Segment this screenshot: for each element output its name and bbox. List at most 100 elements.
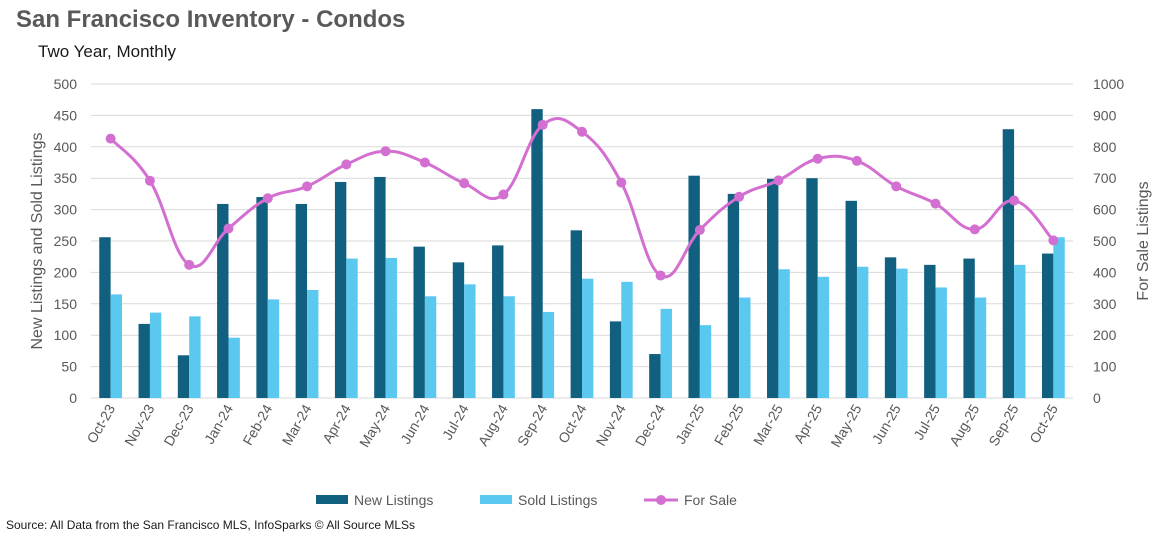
left-tick-label: 50 — [61, 359, 77, 375]
legend-marker-for-sale — [656, 495, 666, 505]
x-tick-label: Nov-24 — [592, 401, 629, 448]
x-axis-ticks: Oct-23 Nov-23 Dec-23 Jan-24 Feb-24 Mar-24 Apr-… — [83, 401, 1061, 450]
legend: New Listings Sold Listings For Sale — [316, 492, 737, 508]
for-sale-point — [1048, 235, 1059, 246]
bar-new-listings — [374, 176, 386, 398]
left-tick-label: 400 — [54, 139, 78, 155]
bar-sold-listings — [1014, 264, 1026, 398]
bar-sold-listings — [424, 296, 437, 398]
bar-sold-listings — [307, 289, 319, 398]
x-tick-label: Jan-24 — [201, 401, 236, 446]
bar-sold-listings — [739, 297, 751, 398]
x-tick-label: Aug-24 — [475, 401, 512, 448]
bar-new-listings — [217, 203, 229, 398]
for-sale-line — [105, 116, 1059, 281]
bar-new-listings — [963, 258, 975, 398]
x-tick-label: Oct-24 — [555, 401, 590, 446]
x-tick-label: Jul-24 — [439, 401, 472, 442]
left-tick-label: 450 — [54, 107, 78, 123]
left-tick-label: 500 — [54, 76, 78, 92]
right-tick-label: 0 — [1093, 390, 1101, 406]
right-tick-label: 900 — [1093, 107, 1117, 123]
left-tick-label: 0 — [69, 390, 77, 406]
bar-sold-listings — [817, 276, 830, 398]
bar-new-listings — [413, 246, 425, 398]
source-note: Source: All Data from the San Francisco … — [6, 518, 416, 532]
chart-title: San Francisco Inventory - Condos — [16, 6, 406, 33]
bar-new-listings — [806, 178, 818, 398]
right-axis-ticks: 0 100 200 300 400 500 600 700 800 900 1000 — [1093, 76, 1124, 406]
legend-swatch-sold-listings — [480, 495, 512, 504]
bar-new-listings — [924, 264, 936, 398]
x-tick-label: Feb-24 — [239, 401, 275, 448]
for-sale-point — [577, 126, 587, 137]
for-sale-point — [223, 223, 234, 234]
for-sale-point — [341, 159, 352, 170]
x-tick-label: Mar-24 — [279, 401, 315, 448]
left-tick-label: 200 — [54, 264, 78, 280]
bar-sold-listings — [660, 308, 672, 398]
legend-swatch-new-listings — [316, 495, 348, 504]
bar-sold-listings — [228, 337, 240, 398]
bar-sold-listings — [896, 268, 908, 398]
bar-sold-listings — [346, 258, 358, 398]
bar-new-listings — [138, 323, 150, 398]
for-sale-point — [302, 181, 313, 192]
bar-new-listings — [531, 109, 543, 399]
left-tick-label: 150 — [54, 296, 78, 312]
bar-sold-listings — [542, 311, 555, 398]
bar-sold-listings — [189, 316, 201, 398]
for-sale-point — [694, 225, 705, 236]
bar-new-listings — [295, 203, 308, 398]
bar-new-listings — [492, 245, 504, 398]
left-tick-label: 300 — [54, 202, 78, 218]
left-tick-label: 350 — [54, 170, 78, 186]
bar-sold-listings — [778, 269, 790, 398]
bar-new-listings — [688, 175, 700, 398]
legend-label-for-sale: For Sale — [684, 492, 737, 508]
bar-new-listings — [727, 193, 740, 398]
x-tick-label: Jun-24 — [397, 401, 432, 446]
bar-new-listings — [570, 230, 582, 398]
for-sale-point — [930, 198, 941, 209]
bar-new-listings — [1041, 253, 1054, 398]
bar-sold-listings — [935, 287, 947, 398]
for-sale-point — [812, 153, 823, 164]
x-tick-label: Jun-25 — [869, 401, 904, 446]
right-tick-label: 500 — [1093, 233, 1117, 249]
x-tick-label: May-24 — [356, 401, 393, 450]
x-tick-label: Dec-24 — [632, 401, 669, 448]
bar-sold-listings — [856, 266, 869, 398]
x-tick-label: May-25 — [827, 401, 864, 450]
for-sale-point — [773, 175, 784, 186]
for-sale-point — [969, 224, 980, 235]
bar-sold-listings — [149, 312, 162, 398]
bar-sold-listings — [1053, 237, 1065, 398]
bar-new-listings — [256, 197, 268, 398]
for-sale-point — [498, 189, 509, 200]
bar-new-listings — [99, 237, 111, 398]
for-sale-point — [184, 259, 195, 270]
legend-label-new-listings: New Listings — [354, 492, 433, 508]
for-sale-point — [262, 193, 273, 204]
x-tick-label: Mar-25 — [750, 401, 786, 448]
left-axis-ticks: 0 50 100 150 200 250 300 350 400 450 500 — [54, 76, 78, 406]
for-sale-point — [891, 181, 902, 192]
bar-sold-listings — [385, 257, 397, 398]
x-tick-label: Nov-23 — [121, 401, 158, 448]
bar-new-listings — [1002, 129, 1015, 398]
bar-sold-listings — [582, 278, 594, 398]
right-tick-label: 100 — [1093, 359, 1117, 375]
bar-new-listings — [452, 262, 465, 398]
bar-new-listings — [334, 181, 347, 398]
x-tick-label: Oct-25 — [1026, 401, 1061, 446]
x-tick-label: Jul-25 — [910, 401, 943, 442]
for-sale-point — [144, 175, 155, 186]
for-sale-point — [419, 157, 430, 168]
bar-new-listings — [649, 354, 661, 398]
right-axis-title: For Sale Listings — [1135, 181, 1152, 300]
right-tick-label: 400 — [1093, 264, 1117, 280]
bar-sold-listings — [110, 294, 123, 398]
bar-new-listings — [767, 178, 779, 398]
left-axis-title: New Listings and Sold Listings — [29, 132, 46, 349]
